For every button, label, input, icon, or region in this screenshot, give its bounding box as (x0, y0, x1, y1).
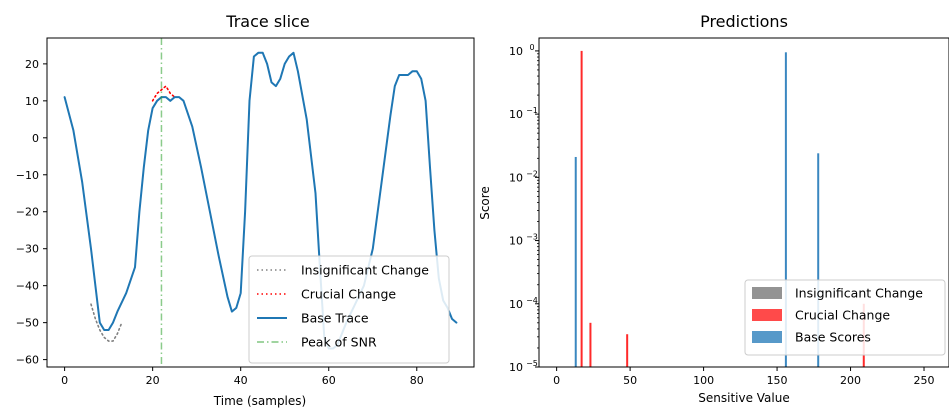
x-tick-label: 50 (623, 374, 637, 387)
x-tick-label: 20 (146, 374, 160, 387)
y-tick-label: −40 (16, 280, 39, 293)
y-tick-label: −30 (16, 243, 39, 256)
legend-label: Crucial Change (795, 308, 890, 323)
bar-crucial-change (589, 322, 592, 367)
series-base-trace (63, 51, 458, 350)
bar-base-scores (817, 153, 820, 367)
bar-base-scores (784, 52, 787, 367)
y-tick-label: 0 (32, 132, 39, 145)
y-tick-label: 10 (509, 235, 523, 248)
legend-box (248, 255, 450, 364)
y-tick-label: −20 (16, 206, 39, 219)
legend-label: Peak of SNR (301, 335, 377, 350)
y-tick-exponent: −5 (526, 359, 538, 368)
x-tick-label: 0 (553, 374, 560, 387)
left-x-axis-label: Time (samples) (213, 394, 306, 408)
y-tick-exponent: −1 (526, 106, 538, 115)
y-tick-label: −60 (16, 354, 39, 367)
x-tick-label: 150 (767, 374, 788, 387)
left-chart: Trace slice 0 20 40 60 80 20 10 0 −10 −20 −30 −40 −… (16, 12, 475, 408)
y-tick-exponent: −3 (526, 233, 538, 242)
y-tick-exponent: −4 (526, 296, 538, 305)
right-x-axis: 0 50 100 150 200 250 (553, 367, 935, 387)
y-tick-label: 10 (509, 108, 523, 121)
bar-base-scores (574, 156, 577, 367)
x-tick-label: 60 (322, 374, 336, 387)
legend-label: Base Trace (301, 311, 369, 326)
legend-label: Base Scores (795, 330, 871, 345)
y-tick-label: 10 (509, 171, 523, 184)
left-legend: Insignificant Change Crucial Change Base T… (248, 255, 450, 364)
right-chart-title: Predictions (700, 12, 788, 31)
right-chart: Predictions 0 50 100 150 200 250 10 010 −110 −21… (478, 12, 949, 405)
left-plot-area (63, 38, 458, 367)
y-tick-label: 20 (25, 58, 39, 71)
legend-box (744, 279, 946, 356)
legend-label: Insignificant Change (795, 286, 923, 301)
y-tick-exponent: 0 (529, 43, 534, 52)
series-crucial-change (151, 85, 176, 102)
y-tick-label: −10 (16, 169, 39, 182)
y-tick-label: −50 (16, 317, 39, 330)
y-tick-label: 10 (509, 298, 523, 311)
x-tick-label: 100 (693, 374, 714, 387)
y-tick-label: 10 (509, 45, 523, 58)
legend-label: Crucial Change (301, 287, 396, 302)
x-tick-label: 40 (234, 374, 248, 387)
left-chart-title: Trace slice (225, 12, 309, 31)
left-axes-frame (46, 37, 475, 368)
legend-swatch (752, 331, 782, 343)
legend-swatch (752, 287, 782, 299)
right-legend: Insignificant Change Crucial Change Base S… (744, 279, 946, 356)
series-insignificant-change (90, 303, 123, 342)
y-tick-label: 10 (25, 95, 39, 108)
bar-crucial-change (626, 334, 629, 367)
y-tick-label: 10 (509, 361, 523, 374)
left-y-axis: 20 10 0 −10 −20 −30 −40 −50 −60 (16, 58, 47, 367)
legend-label: Insignificant Change (301, 263, 429, 278)
x-tick-label: 0 (61, 374, 68, 387)
y-tick-exponent: −2 (526, 169, 538, 178)
right-y-axis-label: Score (478, 186, 492, 220)
bar-crucial-change (580, 50, 583, 367)
x-tick-label: 200 (840, 374, 861, 387)
right-x-axis-label: Sensitive Value (698, 391, 789, 405)
x-tick-label: 250 (914, 374, 935, 387)
x-tick-label: 80 (410, 374, 424, 387)
left-x-axis: 0 20 40 60 80 (61, 367, 424, 387)
legend-swatch (752, 309, 782, 321)
